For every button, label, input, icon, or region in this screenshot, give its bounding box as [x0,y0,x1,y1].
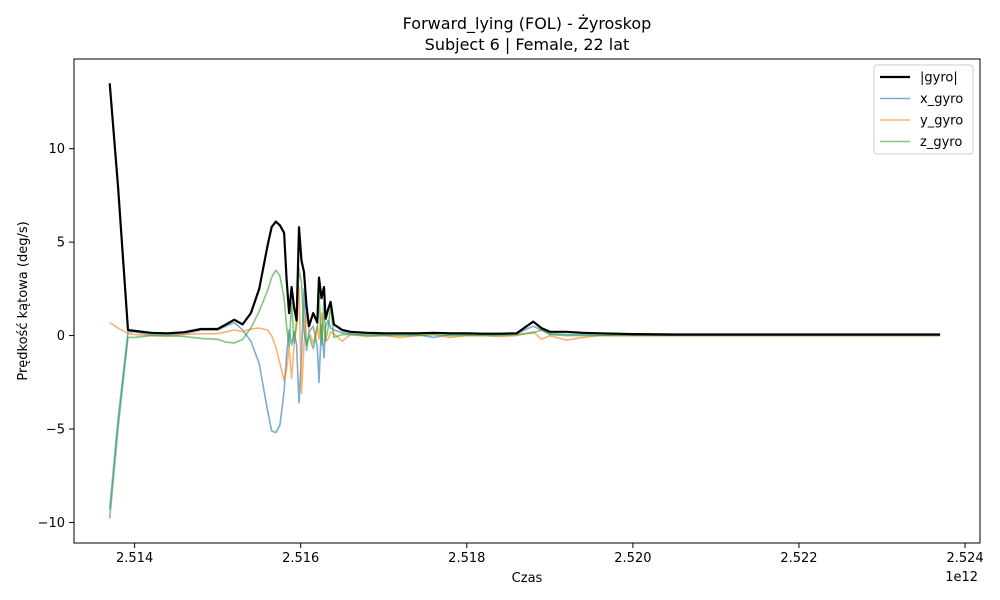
legend-label: y_gyro [920,114,963,129]
x-tick-label: 2.522 [780,551,817,566]
y-tick-label: 10 [48,142,65,157]
x-tick-label: 2.514 [116,551,153,566]
y-tick-label: −10 [38,516,65,531]
legend-box [873,64,974,155]
x-tick-label: 2.516 [282,551,319,566]
x-tick-label: 2.518 [448,551,485,566]
x-axis-offset-label: 1e12 [945,570,978,585]
x-axis-label: Czas [512,571,543,586]
plot-frame [73,58,981,544]
x-tick-label: 2.520 [614,551,651,566]
chart-title: Forward_lying (FOL) - Żyroskop [403,14,652,34]
y-axis-ticks: −10 −5 0 5 10 [38,142,74,531]
legend-label: x_gyro [920,92,963,107]
series-line-z_gyro [108,267,941,519]
legend-label: z_gyro [920,135,962,150]
y-tick-label: −5 [46,423,65,438]
series-line-gyro-magnitude [108,83,941,336]
y-tick-label: 5 [57,236,65,251]
y-tick-label: 0 [57,329,65,344]
series-layer [108,83,941,519]
legend: |gyro| x_gyro y_gyro z_gyro [873,64,974,155]
series-line-y_gyro [109,286,941,395]
series-line-x_gyro [108,288,941,510]
x-axis-ticks: 2.514 2.516 2.518 2.520 2.522 2.524 [116,543,984,566]
legend-label: |gyro| [920,71,958,86]
y-axis-label: Prędkość kątowa (deg/s) [16,221,31,380]
x-tick-label: 2.524 [946,551,983,566]
chart-subtitle: Subject 6 | Female, 22 lat [425,35,630,54]
